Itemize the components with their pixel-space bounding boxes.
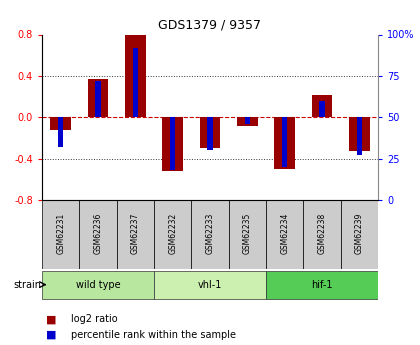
Bar (58, 117, 63, 147)
Bar (170, 117, 176, 170)
Bar (42, 200, 79, 269)
Bar (207, 117, 213, 150)
Bar (154, 200, 192, 269)
Text: hif-1: hif-1 (311, 280, 333, 289)
Bar (200, 117, 220, 148)
Text: wild type: wild type (76, 280, 120, 289)
Bar (341, 200, 378, 269)
Bar (228, 200, 266, 269)
Text: ■: ■ (46, 330, 57, 340)
Bar (79, 200, 117, 269)
Text: percentile rank within the sample: percentile rank within the sample (71, 330, 236, 340)
Text: GSM62237: GSM62237 (131, 213, 140, 254)
Bar (133, 48, 138, 117)
Text: GSM62232: GSM62232 (168, 213, 177, 254)
Bar (237, 117, 257, 126)
Text: GSM62233: GSM62233 (205, 213, 215, 254)
Text: GSM62235: GSM62235 (243, 213, 252, 254)
Bar (95, 81, 101, 117)
Bar (88, 79, 108, 117)
Bar (163, 117, 183, 171)
Bar (319, 101, 325, 117)
Text: ■: ■ (46, 314, 57, 324)
Text: vhl-1: vhl-1 (198, 280, 222, 289)
Bar (303, 200, 341, 269)
Bar (42, 270, 154, 298)
Text: strain: strain (13, 280, 41, 289)
Bar (357, 117, 362, 155)
Text: GSM62236: GSM62236 (94, 213, 102, 254)
Bar (274, 117, 295, 169)
Text: GSM62231: GSM62231 (56, 213, 65, 254)
Bar (282, 117, 287, 167)
Bar (312, 95, 332, 117)
Text: GSM62239: GSM62239 (355, 213, 364, 254)
Bar (125, 34, 146, 117)
Bar (50, 117, 71, 130)
Title: GDS1379 / 9357: GDS1379 / 9357 (158, 19, 262, 32)
Bar (244, 117, 250, 124)
Text: GSM62238: GSM62238 (318, 213, 326, 254)
Bar (117, 200, 154, 269)
Bar (192, 200, 228, 269)
Text: log2 ratio: log2 ratio (71, 314, 118, 324)
Bar (349, 117, 370, 151)
Text: GSM62234: GSM62234 (280, 213, 289, 254)
Bar (154, 270, 266, 298)
Bar (266, 200, 303, 269)
Bar (266, 270, 378, 298)
